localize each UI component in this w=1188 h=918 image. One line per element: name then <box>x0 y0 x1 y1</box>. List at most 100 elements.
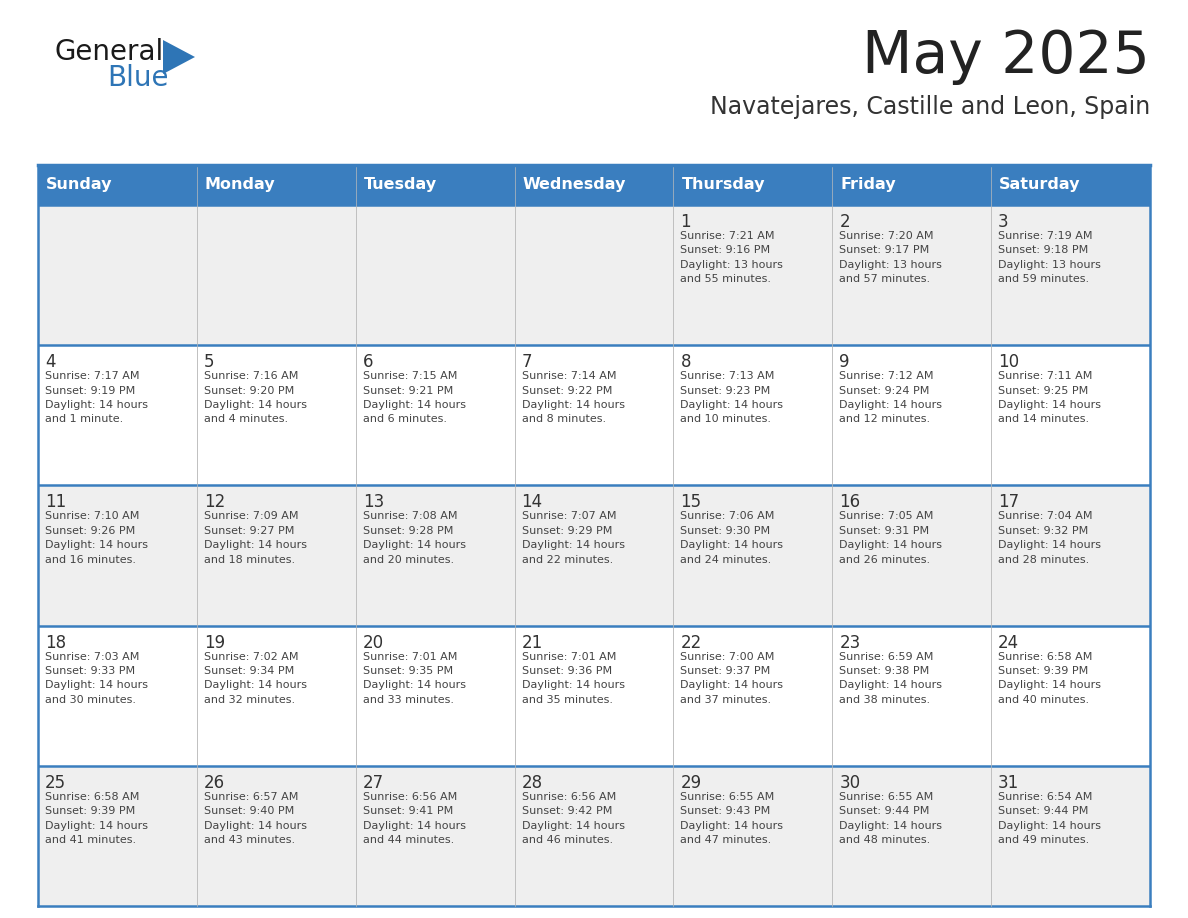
Bar <box>514 766 674 906</box>
Text: Wednesday: Wednesday <box>523 177 626 193</box>
Bar <box>197 625 355 766</box>
Text: Thursday: Thursday <box>682 177 765 193</box>
Text: 12: 12 <box>204 493 225 511</box>
Bar <box>833 625 991 766</box>
Text: Sunrise: 7:16 AM
Sunset: 9:20 PM
Daylight: 14 hours
and 4 minutes.: Sunrise: 7:16 AM Sunset: 9:20 PM Dayligh… <box>204 371 307 424</box>
Text: Sunrise: 6:59 AM
Sunset: 9:38 PM
Daylight: 14 hours
and 38 minutes.: Sunrise: 6:59 AM Sunset: 9:38 PM Dayligh… <box>839 652 942 705</box>
Bar <box>197 345 355 486</box>
Text: 9: 9 <box>839 353 849 371</box>
Text: Sunrise: 7:13 AM
Sunset: 9:23 PM
Daylight: 14 hours
and 10 minutes.: Sunrise: 7:13 AM Sunset: 9:23 PM Dayligh… <box>681 371 783 424</box>
Text: Sunrise: 6:55 AM
Sunset: 9:43 PM
Daylight: 14 hours
and 47 minutes.: Sunrise: 6:55 AM Sunset: 9:43 PM Dayligh… <box>681 792 783 845</box>
Text: 8: 8 <box>681 353 691 371</box>
Text: Saturday: Saturday <box>999 177 1081 193</box>
Text: Sunrise: 7:05 AM
Sunset: 9:31 PM
Daylight: 14 hours
and 26 minutes.: Sunrise: 7:05 AM Sunset: 9:31 PM Dayligh… <box>839 511 942 565</box>
Text: Sunrise: 7:04 AM
Sunset: 9:32 PM
Daylight: 14 hours
and 28 minutes.: Sunrise: 7:04 AM Sunset: 9:32 PM Dayligh… <box>998 511 1101 565</box>
Text: General: General <box>55 38 164 66</box>
Bar <box>833 345 991 486</box>
Text: Sunrise: 7:20 AM
Sunset: 9:17 PM
Daylight: 13 hours
and 57 minutes.: Sunrise: 7:20 AM Sunset: 9:17 PM Dayligh… <box>839 231 942 285</box>
Bar <box>38 345 197 486</box>
Text: 13: 13 <box>362 493 384 511</box>
Text: 14: 14 <box>522 493 543 511</box>
Text: Sunrise: 6:54 AM
Sunset: 9:44 PM
Daylight: 14 hours
and 49 minutes.: Sunrise: 6:54 AM Sunset: 9:44 PM Dayligh… <box>998 792 1101 845</box>
Bar <box>355 165 514 205</box>
Bar <box>38 205 197 345</box>
Bar <box>38 766 197 906</box>
Bar <box>355 625 514 766</box>
Bar <box>833 486 991 625</box>
Text: 31: 31 <box>998 774 1019 792</box>
Bar <box>674 165 833 205</box>
Bar <box>197 766 355 906</box>
Text: Sunrise: 7:00 AM
Sunset: 9:37 PM
Daylight: 14 hours
and 37 minutes.: Sunrise: 7:00 AM Sunset: 9:37 PM Dayligh… <box>681 652 783 705</box>
Text: 10: 10 <box>998 353 1019 371</box>
Bar <box>514 625 674 766</box>
Text: Sunrise: 7:03 AM
Sunset: 9:33 PM
Daylight: 14 hours
and 30 minutes.: Sunrise: 7:03 AM Sunset: 9:33 PM Dayligh… <box>45 652 148 705</box>
Bar <box>674 625 833 766</box>
Text: 28: 28 <box>522 774 543 792</box>
Text: 23: 23 <box>839 633 860 652</box>
Polygon shape <box>163 40 195 74</box>
Text: Monday: Monday <box>204 177 276 193</box>
Text: Sunrise: 7:21 AM
Sunset: 9:16 PM
Daylight: 13 hours
and 55 minutes.: Sunrise: 7:21 AM Sunset: 9:16 PM Dayligh… <box>681 231 783 285</box>
Text: Sunrise: 7:09 AM
Sunset: 9:27 PM
Daylight: 14 hours
and 18 minutes.: Sunrise: 7:09 AM Sunset: 9:27 PM Dayligh… <box>204 511 307 565</box>
Bar <box>355 205 514 345</box>
Text: Sunrise: 6:58 AM
Sunset: 9:39 PM
Daylight: 14 hours
and 40 minutes.: Sunrise: 6:58 AM Sunset: 9:39 PM Dayligh… <box>998 652 1101 705</box>
Text: Blue: Blue <box>107 64 169 92</box>
Text: Sunrise: 7:07 AM
Sunset: 9:29 PM
Daylight: 14 hours
and 22 minutes.: Sunrise: 7:07 AM Sunset: 9:29 PM Dayligh… <box>522 511 625 565</box>
Text: 30: 30 <box>839 774 860 792</box>
Text: 11: 11 <box>45 493 67 511</box>
Text: 20: 20 <box>362 633 384 652</box>
Bar <box>991 345 1150 486</box>
Bar <box>991 486 1150 625</box>
Text: 18: 18 <box>45 633 67 652</box>
Bar <box>197 205 355 345</box>
Bar <box>991 625 1150 766</box>
Text: 19: 19 <box>204 633 225 652</box>
Text: Sunrise: 6:56 AM
Sunset: 9:41 PM
Daylight: 14 hours
and 44 minutes.: Sunrise: 6:56 AM Sunset: 9:41 PM Dayligh… <box>362 792 466 845</box>
Bar <box>355 766 514 906</box>
Text: Sunrise: 7:14 AM
Sunset: 9:22 PM
Daylight: 14 hours
and 8 minutes.: Sunrise: 7:14 AM Sunset: 9:22 PM Dayligh… <box>522 371 625 424</box>
Text: Sunrise: 6:56 AM
Sunset: 9:42 PM
Daylight: 14 hours
and 46 minutes.: Sunrise: 6:56 AM Sunset: 9:42 PM Dayligh… <box>522 792 625 845</box>
Text: Sunrise: 7:02 AM
Sunset: 9:34 PM
Daylight: 14 hours
and 32 minutes.: Sunrise: 7:02 AM Sunset: 9:34 PM Dayligh… <box>204 652 307 705</box>
Bar <box>514 345 674 486</box>
Bar <box>833 165 991 205</box>
Bar <box>674 205 833 345</box>
Text: 1: 1 <box>681 213 691 231</box>
Text: Friday: Friday <box>840 177 896 193</box>
Text: Sunrise: 7:12 AM
Sunset: 9:24 PM
Daylight: 14 hours
and 12 minutes.: Sunrise: 7:12 AM Sunset: 9:24 PM Dayligh… <box>839 371 942 424</box>
Bar <box>38 165 197 205</box>
Text: Sunrise: 6:57 AM
Sunset: 9:40 PM
Daylight: 14 hours
and 43 minutes.: Sunrise: 6:57 AM Sunset: 9:40 PM Dayligh… <box>204 792 307 845</box>
Bar <box>355 486 514 625</box>
Text: Sunrise: 7:11 AM
Sunset: 9:25 PM
Daylight: 14 hours
and 14 minutes.: Sunrise: 7:11 AM Sunset: 9:25 PM Dayligh… <box>998 371 1101 424</box>
Text: 21: 21 <box>522 633 543 652</box>
Bar <box>355 345 514 486</box>
Bar <box>674 345 833 486</box>
Text: 3: 3 <box>998 213 1009 231</box>
Text: 2: 2 <box>839 213 849 231</box>
Bar <box>197 486 355 625</box>
Bar <box>514 165 674 205</box>
Text: 26: 26 <box>204 774 225 792</box>
Text: Sunrise: 7:01 AM
Sunset: 9:36 PM
Daylight: 14 hours
and 35 minutes.: Sunrise: 7:01 AM Sunset: 9:36 PM Dayligh… <box>522 652 625 705</box>
Text: 7: 7 <box>522 353 532 371</box>
Text: 29: 29 <box>681 774 702 792</box>
Text: Sunrise: 7:01 AM
Sunset: 9:35 PM
Daylight: 14 hours
and 33 minutes.: Sunrise: 7:01 AM Sunset: 9:35 PM Dayligh… <box>362 652 466 705</box>
Text: Sunrise: 7:19 AM
Sunset: 9:18 PM
Daylight: 13 hours
and 59 minutes.: Sunrise: 7:19 AM Sunset: 9:18 PM Dayligh… <box>998 231 1101 285</box>
Bar <box>674 766 833 906</box>
Text: Sunrise: 7:15 AM
Sunset: 9:21 PM
Daylight: 14 hours
and 6 minutes.: Sunrise: 7:15 AM Sunset: 9:21 PM Dayligh… <box>362 371 466 424</box>
Bar <box>514 205 674 345</box>
Text: Sunday: Sunday <box>46 177 113 193</box>
Text: Sunrise: 6:55 AM
Sunset: 9:44 PM
Daylight: 14 hours
and 48 minutes.: Sunrise: 6:55 AM Sunset: 9:44 PM Dayligh… <box>839 792 942 845</box>
Text: Sunrise: 7:17 AM
Sunset: 9:19 PM
Daylight: 14 hours
and 1 minute.: Sunrise: 7:17 AM Sunset: 9:19 PM Dayligh… <box>45 371 148 424</box>
Text: 22: 22 <box>681 633 702 652</box>
Bar <box>38 625 197 766</box>
Text: 24: 24 <box>998 633 1019 652</box>
Text: Sunrise: 7:08 AM
Sunset: 9:28 PM
Daylight: 14 hours
and 20 minutes.: Sunrise: 7:08 AM Sunset: 9:28 PM Dayligh… <box>362 511 466 565</box>
Text: Sunrise: 7:10 AM
Sunset: 9:26 PM
Daylight: 14 hours
and 16 minutes.: Sunrise: 7:10 AM Sunset: 9:26 PM Dayligh… <box>45 511 148 565</box>
Text: 27: 27 <box>362 774 384 792</box>
Text: 5: 5 <box>204 353 214 371</box>
Text: Sunrise: 7:06 AM
Sunset: 9:30 PM
Daylight: 14 hours
and 24 minutes.: Sunrise: 7:06 AM Sunset: 9:30 PM Dayligh… <box>681 511 783 565</box>
Text: 15: 15 <box>681 493 702 511</box>
Text: 6: 6 <box>362 353 373 371</box>
Bar <box>674 486 833 625</box>
